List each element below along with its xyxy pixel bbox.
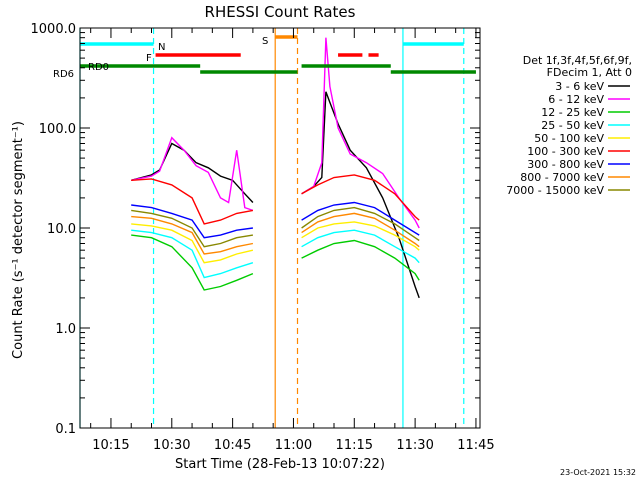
legend-entry: 25 - 50 keV bbox=[541, 119, 604, 132]
x-tick-label: 11:00 bbox=[275, 438, 312, 453]
legend-entry: 300 - 800 keV bbox=[527, 158, 604, 171]
vertical-markers bbox=[79, 28, 465, 428]
y-tick-label: 10.0 bbox=[47, 222, 76, 237]
series-line bbox=[301, 221, 420, 251]
series-line bbox=[131, 234, 254, 291]
legend-entry: 12 - 25 keV bbox=[541, 106, 604, 119]
series-line bbox=[131, 209, 254, 248]
state-bar-label: S bbox=[262, 36, 268, 47]
series-line bbox=[131, 136, 254, 212]
x-tick-label: 10:45 bbox=[214, 438, 251, 453]
x-tick-label: 10:30 bbox=[153, 438, 190, 453]
state-bar-label: F bbox=[146, 53, 152, 64]
chart-title: RHESSI Count Rates bbox=[205, 3, 356, 21]
plot-frame bbox=[79, 27, 481, 429]
legend-entry: 100 - 300 keV bbox=[527, 145, 604, 158]
series-line bbox=[301, 174, 420, 221]
series-line bbox=[131, 215, 254, 255]
state-bars: NF RD0 S RD6 bbox=[53, 35, 476, 80]
series-line bbox=[131, 204, 253, 239]
series-line bbox=[131, 142, 254, 203]
x-tick-label: 11:45 bbox=[457, 438, 494, 453]
legend-entry: 3 - 6 keV bbox=[555, 80, 604, 93]
series-line bbox=[301, 229, 420, 264]
legend-entry: 6 - 12 keV bbox=[548, 93, 604, 106]
state-bar-label: N bbox=[158, 42, 165, 53]
y-tick-label: 100.0 bbox=[39, 122, 76, 137]
legend-entry: 50 - 100 keV bbox=[534, 132, 604, 145]
timestamp: 23-Oct-2021 15:32 bbox=[560, 468, 636, 477]
y-tick-label: 1000.0 bbox=[31, 22, 77, 37]
axes: 0.1 1.0 10.0 100.0 1000.0 10:15 10:30 10:45 11:0… bbox=[31, 22, 495, 453]
series-line bbox=[131, 223, 254, 264]
x-tick-label: 11:15 bbox=[336, 438, 373, 453]
legend-entry: 7000 - 15000 keV bbox=[506, 184, 604, 197]
y-tick-label: 0.1 bbox=[55, 422, 76, 437]
y-tick-label: 1.0 bbox=[55, 322, 76, 337]
state-bar-label: RD0 bbox=[88, 62, 109, 73]
series-line bbox=[301, 201, 420, 236]
series-line bbox=[301, 212, 420, 248]
legend: Det 1f,3f,4f,5f,6f,9f,FDecim 1, Att 03 -… bbox=[506, 54, 632, 197]
legend-header: Det 1f,3f,4f,5f,6f,9f, bbox=[523, 54, 632, 67]
series-line bbox=[131, 178, 254, 225]
series-line bbox=[301, 206, 420, 242]
x-tick-label: 11:30 bbox=[396, 438, 433, 453]
y-axis-label: Count Rate (s⁻¹ detector segment⁻¹) bbox=[11, 121, 26, 359]
x-tick-label: 10:15 bbox=[92, 438, 129, 453]
detector-label: RD6 bbox=[53, 69, 74, 80]
legend-header: FDecim 1, Att 0 bbox=[547, 66, 632, 79]
legend-entry: 800 - 7000 keV bbox=[520, 171, 604, 184]
series-line bbox=[301, 91, 420, 299]
x-axis-label: Start Time (28-Feb-13 10:07:22) bbox=[175, 457, 385, 472]
series-line bbox=[131, 229, 254, 279]
series-line bbox=[301, 239, 420, 281]
series-lines bbox=[131, 37, 420, 299]
